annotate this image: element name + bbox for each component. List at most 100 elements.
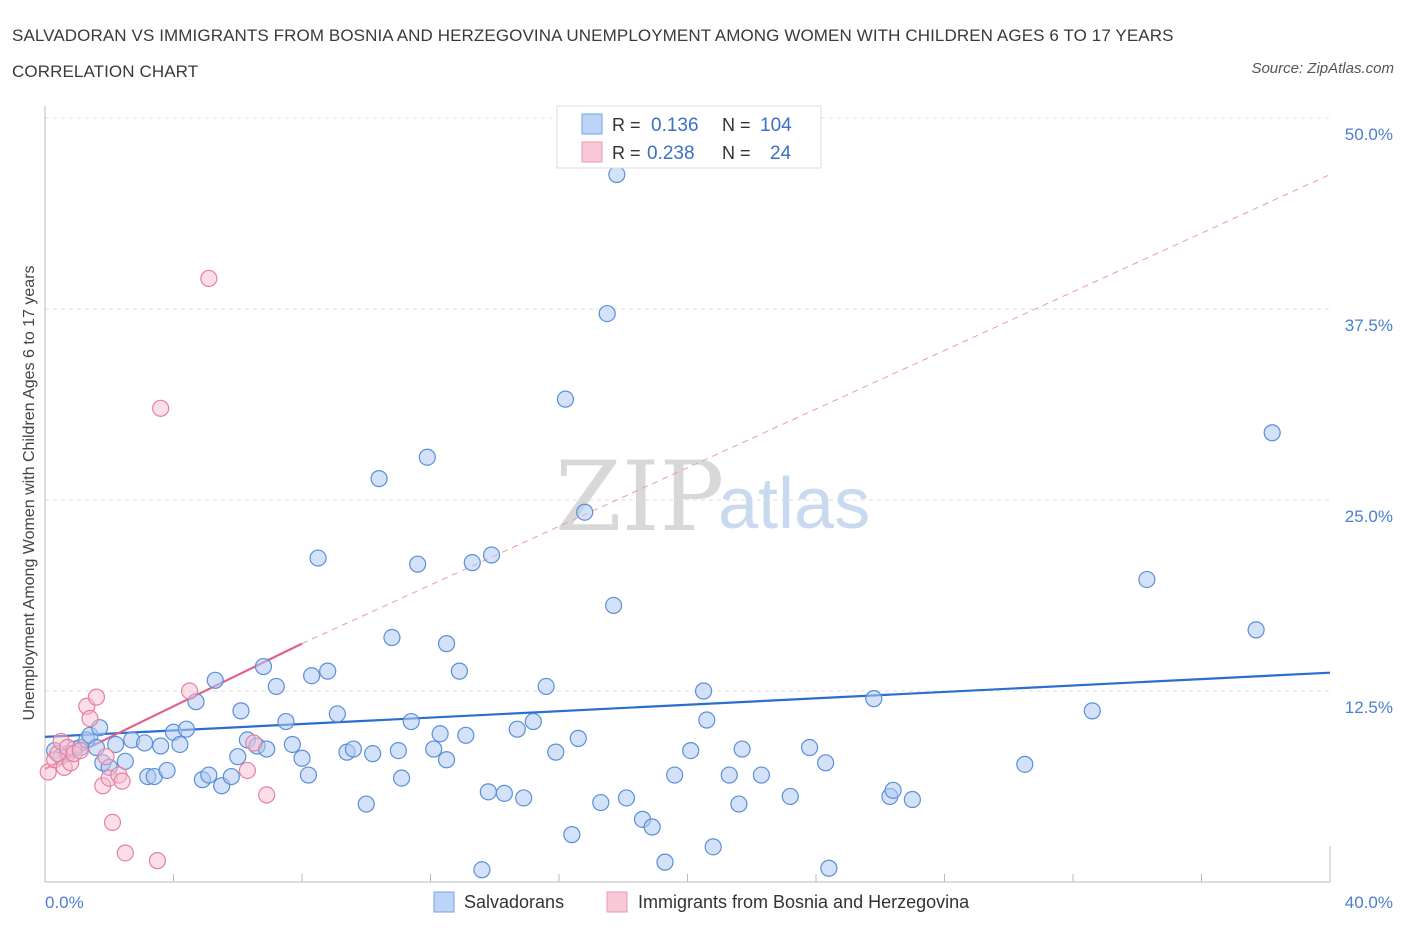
salvadorans-point: [704, 838, 722, 856]
salvadorans-point: [537, 677, 555, 696]
salvadorans-point: [800, 738, 819, 757]
salvadorans-point: [1016, 755, 1034, 773]
salvadorans-point: [598, 304, 616, 323]
x-tick-label-min: 0.0%: [45, 893, 84, 912]
salvadorans-point: [254, 657, 273, 676]
salvadorans-point: [643, 818, 661, 836]
bosnia-point: [81, 709, 99, 728]
tick-labels: 12.5% 25.0% 37.5% 50.0% 0.0% 40.0%: [45, 125, 1393, 912]
salvadorans-point: [817, 754, 835, 772]
salvadorans-point: [720, 766, 738, 784]
salvadorans-point: [482, 546, 501, 564]
salvadorans-point: [556, 390, 575, 408]
salvadorans-point: [402, 712, 420, 731]
legend-r-value: 0.238: [647, 143, 695, 164]
grid-lines: [45, 117, 1330, 692]
salvadorans-point: [222, 767, 240, 786]
salvadorans-point: [319, 662, 337, 680]
bosnia-point: [87, 688, 106, 706]
salvadorans-point: [303, 667, 321, 685]
legend-n-value: 104: [760, 115, 792, 136]
salvadorans-point: [267, 677, 285, 696]
bosnia-point: [200, 269, 218, 288]
bosnia-point: [148, 852, 167, 870]
salvadorans-point: [865, 690, 883, 708]
salvadorans-point: [177, 720, 195, 738]
salvadorans-point: [576, 503, 594, 521]
y-tick-label: 12.5%: [1345, 698, 1393, 717]
salvadorans-point: [463, 554, 481, 572]
salvadorans-point: [524, 712, 542, 731]
bosnia-point: [71, 741, 89, 760]
salvadorans-point: [733, 740, 751, 758]
salvadorans-point: [656, 853, 674, 871]
salvadorans-point: [293, 749, 311, 767]
legend-swatch-bosnia: [606, 891, 628, 913]
legend-label-salvadorans: Salvadorans: [464, 892, 564, 912]
legend-swatch-salvadorans: [433, 891, 455, 913]
salvadorans-point: [1138, 570, 1156, 589]
salvadorans-point: [392, 769, 411, 787]
salvadorans-point: [437, 635, 456, 653]
salvadorans-point: [152, 737, 170, 755]
bosnia-point: [258, 786, 276, 804]
salvadorans-point: [116, 752, 134, 770]
bosnia-point: [113, 772, 131, 790]
salvadorans-point: [425, 740, 443, 758]
bosnia-points: [39, 269, 276, 870]
y-tick-label: 50.0%: [1345, 125, 1393, 144]
salvadorans-point: [229, 748, 247, 766]
salvadorans-point: [903, 790, 921, 809]
salvadorans-point: [820, 859, 838, 877]
series-legend: Salvadorans Immigrants from Bosnia and H…: [433, 891, 970, 913]
legend-r-label: R =: [612, 115, 641, 135]
salvadorans-point: [1263, 424, 1281, 442]
salvadorans-point: [299, 766, 318, 784]
salvadorans-point: [781, 787, 799, 806]
salvadorans-point: [431, 725, 449, 743]
salvadorans-point: [158, 761, 176, 780]
salvadorans-point: [383, 628, 401, 647]
salvadorans-point: [283, 735, 301, 754]
salvadorans-point: [437, 751, 456, 769]
salvadorans-point: [457, 726, 475, 744]
legend-n-label: N =: [722, 143, 751, 163]
bosnia-point: [245, 734, 263, 752]
bosnia-trend-line-extended: [301, 174, 1331, 645]
correlation-legend: R = 0.136 N = 104 R = 0.238 N = 24: [556, 105, 822, 169]
salvadorans-point: [694, 682, 713, 700]
bosnia-point: [238, 761, 256, 780]
salvadorans-point: [473, 861, 491, 879]
salvadorans-point: [730, 795, 748, 813]
salvadorans-point: [569, 729, 587, 747]
y-tick-label: 25.0%: [1345, 507, 1393, 526]
bosnia-point: [116, 844, 134, 862]
salvadorans-point: [666, 766, 684, 784]
salvadorans-point: [884, 781, 902, 799]
salvadorans-point: [508, 720, 526, 738]
chart-title: SALVADORAN VS IMMIGRANTS FROM BOSNIA AND…: [12, 26, 1174, 81]
salvadorans-point: [370, 470, 388, 488]
y-tick-label: 37.5%: [1345, 316, 1393, 335]
salvadorans-point: [682, 741, 700, 760]
salvadorans-trend-line: [44, 671, 1331, 738]
salvadorans-point: [515, 789, 533, 807]
bosnia-point: [97, 748, 115, 766]
legend-swatch-bosnia: [581, 141, 603, 163]
y-axis-title: Unemployment Among Women with Children A…: [21, 265, 38, 720]
salvadorans-point: [389, 741, 407, 760]
salvadorans-point: [495, 784, 513, 802]
salvadorans-points: [46, 165, 1281, 879]
salvadorans-point: [563, 826, 581, 844]
salvadorans-point: [344, 740, 362, 758]
legend-label-bosnia: Immigrants from Bosnia and Herzegovina: [638, 892, 970, 912]
legend-n-label: N =: [722, 115, 751, 135]
legend-swatch-salvadorans: [581, 113, 603, 135]
axes: [44, 106, 1331, 883]
legend-r-label: R =: [612, 143, 641, 163]
salvadorans-point: [698, 711, 716, 729]
salvadorans-point: [1083, 702, 1101, 720]
bosnia-point: [180, 682, 199, 700]
salvadorans-point: [592, 793, 610, 812]
